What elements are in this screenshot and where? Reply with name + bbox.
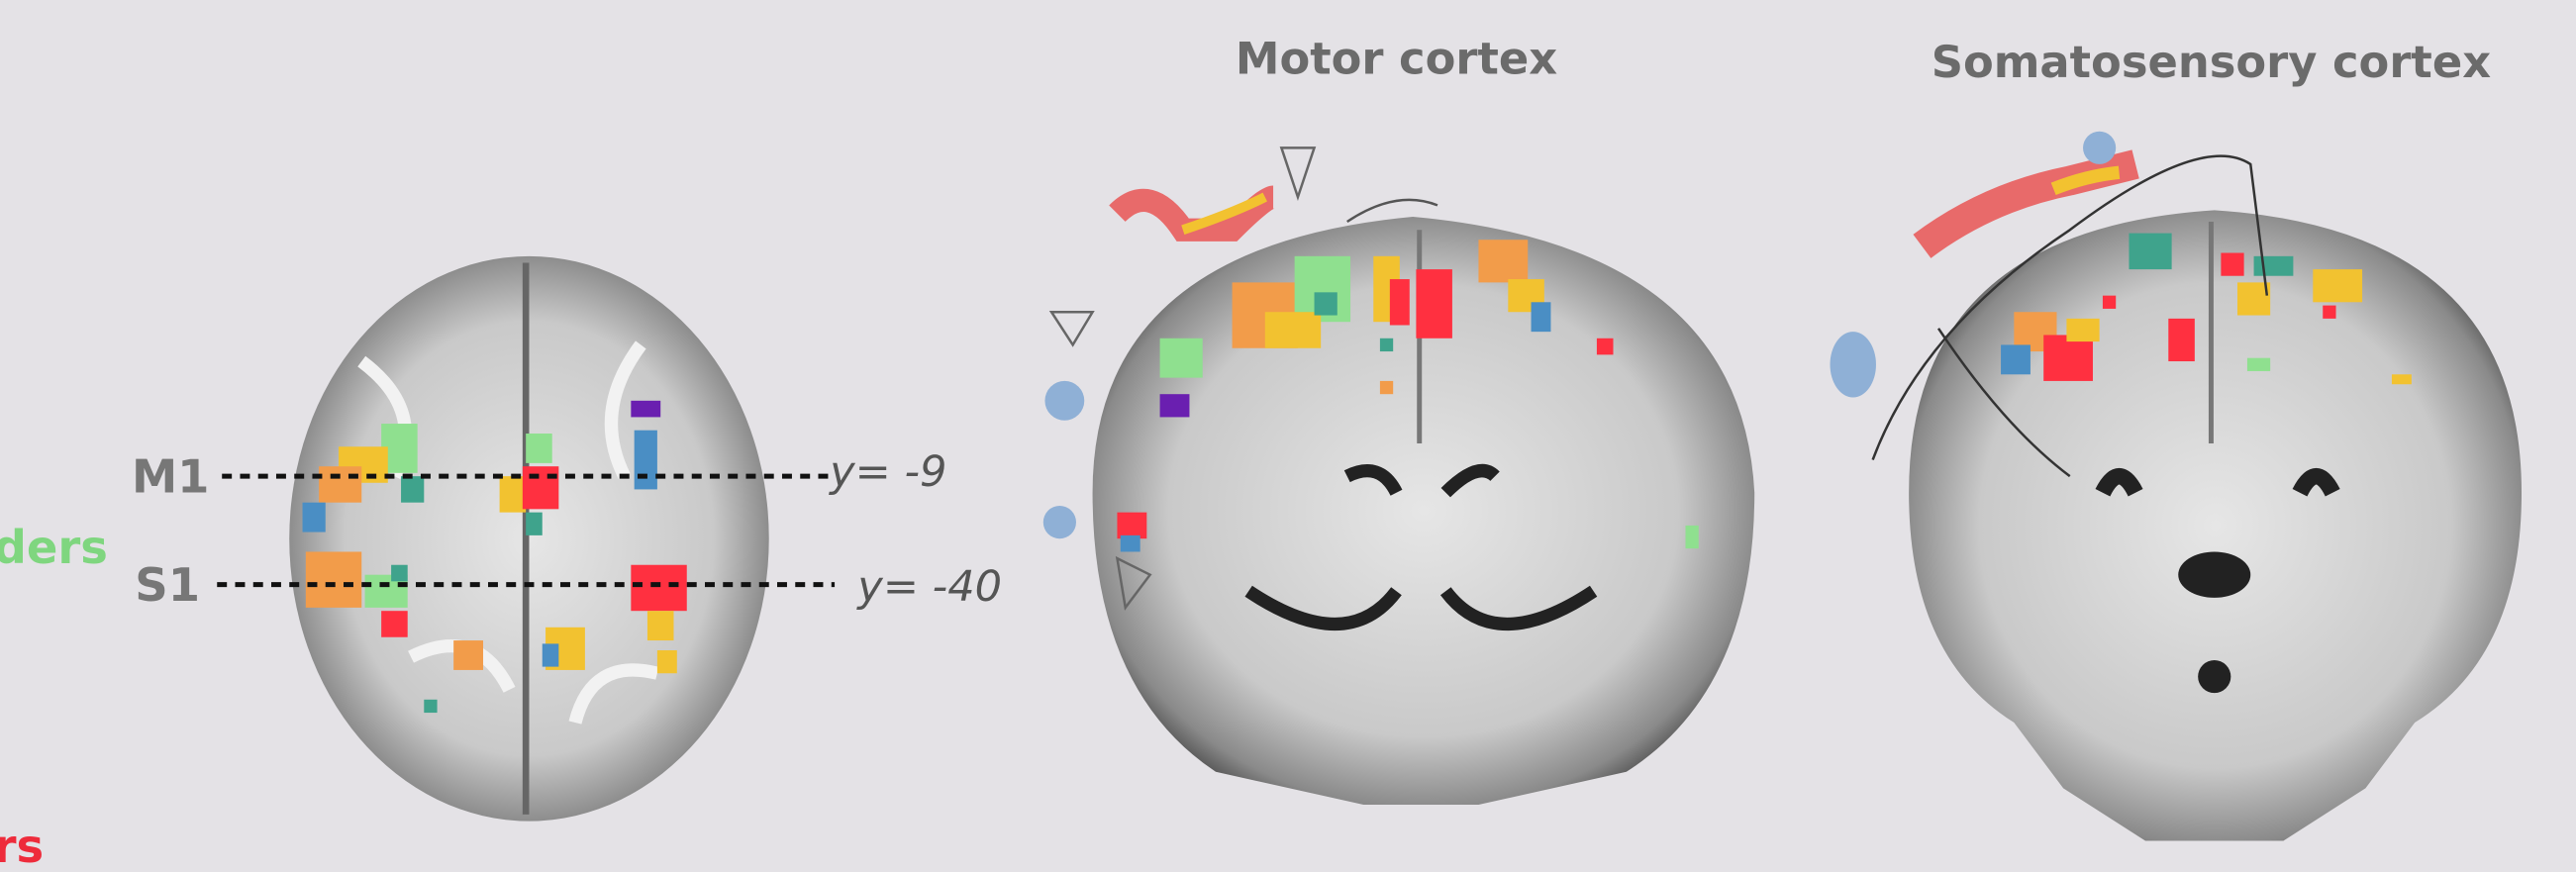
legend-fragment: rs [0,820,44,872]
legend-fragment: ders [0,521,108,574]
figure: M1 S1 y= -9 y= -40 ders rs Motor cortex … [0,0,2576,872]
region-label: M1 [132,450,210,504]
page: M1 S1 y= -9 y= -40 ders rs Motor cortex … [0,0,2576,872]
slice-label: y= -9 [828,447,946,497]
panel-title: Motor cortex [1236,33,1557,85]
panel-title: Somatosensory cortex [1932,36,2491,88]
region-label: S1 [135,558,200,612]
axial-brain [289,256,768,822]
slice-label: y= -40 [855,562,1002,612]
